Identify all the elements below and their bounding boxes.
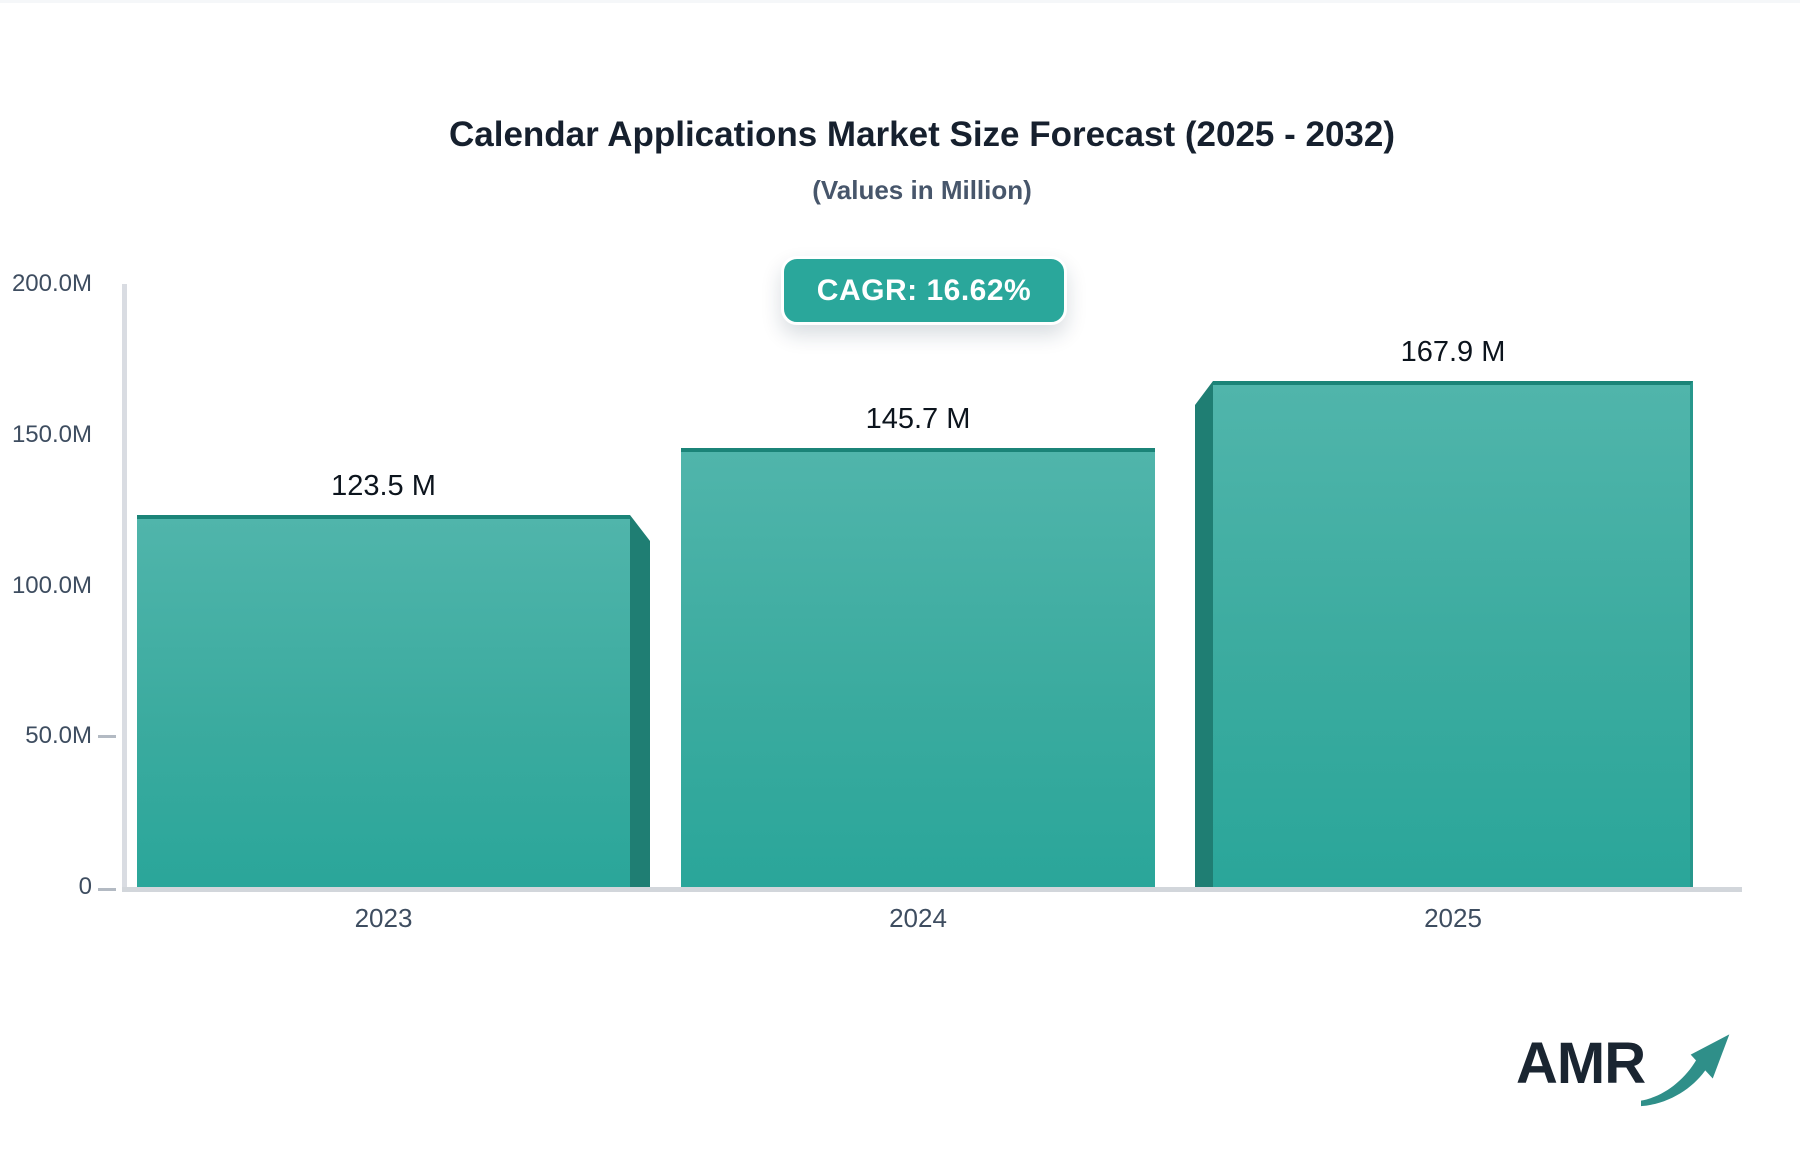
cagr-badge-label: CAGR: 16.62%	[816, 273, 1032, 307]
y-tick-label-0: 0	[78, 873, 92, 900]
bar-2024	[681, 448, 1155, 887]
growth-arrow-icon	[1641, 1034, 1730, 1107]
x-tick-label-2023: 2023	[354, 903, 413, 933]
y-tick-label-200: 200.0M	[11, 270, 92, 297]
bar-2025-side-face	[1195, 381, 1213, 887]
x-tick-label-2024: 2024	[889, 903, 947, 933]
x-tick-label-2025: 2025	[1424, 903, 1482, 933]
x-axis-line	[122, 887, 1742, 892]
chart-subtitle: (Values in Million)	[812, 175, 1032, 205]
bar-value-label-2025: 167.9 M	[1400, 336, 1506, 368]
chart-title: Calendar Applications Market Size Foreca…	[448, 115, 1396, 154]
y-tick-label-100: 100.0M	[11, 572, 92, 599]
amr-logo: AMR	[1516, 1033, 1733, 1119]
y-tick-mark-50	[98, 735, 116, 738]
bar-2023-side-face	[630, 515, 650, 887]
y-tick-mark-0	[98, 888, 116, 891]
amr-logo-text: AMR	[1516, 1031, 1646, 1096]
bar-value-label-2024: 145.7 M	[865, 403, 971, 435]
bar-value-label-2023: 123.5 M	[331, 470, 436, 502]
y-axis-line	[122, 284, 127, 892]
cagr-badge: CAGR: 16.62%	[781, 256, 1067, 325]
y-tick-label-50: 50.0M	[25, 722, 92, 749]
y-tick-label-150: 150.0M	[11, 421, 92, 448]
bar-2023	[137, 515, 630, 887]
bar-2025	[1213, 381, 1693, 887]
